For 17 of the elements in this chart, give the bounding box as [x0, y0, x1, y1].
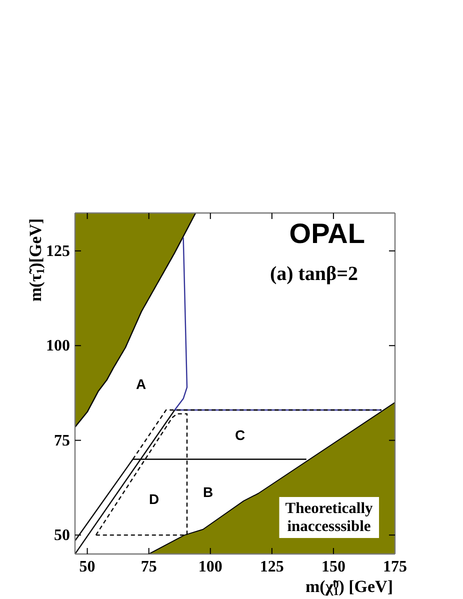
y-tick-label: 75: [54, 432, 70, 450]
x-tick-label: 175: [383, 558, 407, 576]
y-tick-label: 50: [54, 527, 70, 544]
y-tick-label: 100: [46, 338, 70, 355]
x-tick-label: 125: [260, 558, 284, 576]
annotation: A: [136, 376, 146, 392]
text: (a) tanβ=2: [270, 263, 358, 285]
chart-title: OPAL: [289, 218, 365, 249]
annotation: Theoretically inaccesssible: [285, 500, 374, 535]
x-tick-label: 100: [198, 558, 222, 576]
annotation: D: [148, 491, 160, 507]
x-tick-label: 150: [321, 558, 346, 576]
y-tick-label: 125: [46, 243, 70, 260]
annotation: C: [234, 427, 246, 443]
x-tick-label: 50: [79, 558, 96, 576]
annotation: B: [202, 484, 214, 500]
x-tick-label: 75: [140, 558, 157, 576]
